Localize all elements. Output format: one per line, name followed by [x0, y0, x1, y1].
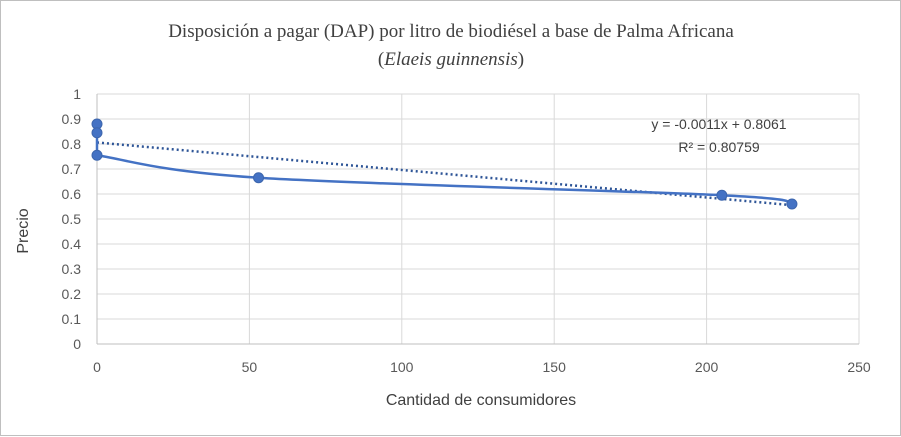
y-tick-label: 0.9	[62, 111, 82, 127]
series-line	[95, 154, 794, 206]
y-tick-label: 0.4	[62, 236, 82, 252]
x-tick-label: 200	[695, 359, 719, 375]
x-axis-ticks: 0 50 100 150 200 250	[93, 359, 871, 375]
y-tick-label: 0.7	[62, 161, 82, 177]
chart-title: Disposición a pagar (DAP) por litro de b…	[168, 21, 734, 42]
y-tick-label: 0.1	[62, 311, 82, 327]
trendline-layer	[96, 141, 793, 207]
trendline-equation: y = -0.0011x + 0.8061	[651, 116, 786, 132]
data-point	[786, 198, 798, 210]
data-point	[716, 189, 728, 201]
x-tick-label: 100	[390, 359, 414, 375]
y-tick-label: 0.5	[62, 211, 82, 227]
y-tick-label: 0	[73, 336, 81, 352]
data-point	[253, 172, 265, 184]
trendline	[96, 141, 793, 207]
x-tick-label: 150	[543, 359, 567, 375]
y-axis-ticks: 0 0.1 0.2 0.3 0.4 0.5 0.6 0.7 0.8 0.9 1	[62, 86, 82, 352]
x-tick-label: 250	[847, 359, 871, 375]
x-tick-label: 0	[93, 359, 101, 375]
chart-subtitle-prefix: (	[378, 49, 384, 70]
data-point	[91, 149, 103, 161]
y-tick-label: 0.6	[62, 186, 82, 202]
series-layer	[91, 118, 798, 210]
gridlines	[97, 93, 860, 344]
y-tick-label: 0.2	[62, 286, 82, 302]
y-tick-label: 0.3	[62, 261, 82, 277]
x-axis-label: Cantidad de consumidores	[386, 392, 576, 409]
data-point	[91, 127, 103, 139]
chart-subtitle-suffix: )	[518, 49, 524, 70]
y-axis-label: Precio	[15, 208, 32, 253]
chart-subtitle: (Elaeis guinnensis)	[378, 49, 524, 70]
y-tick-label: 1	[73, 86, 81, 102]
chart-subtitle-italic: Elaeis guinnensis	[383, 49, 518, 70]
x-tick-label: 50	[242, 359, 258, 375]
y-tick-label: 0.8	[62, 136, 82, 152]
trendline-r2: R² = 0.80759	[678, 139, 760, 155]
